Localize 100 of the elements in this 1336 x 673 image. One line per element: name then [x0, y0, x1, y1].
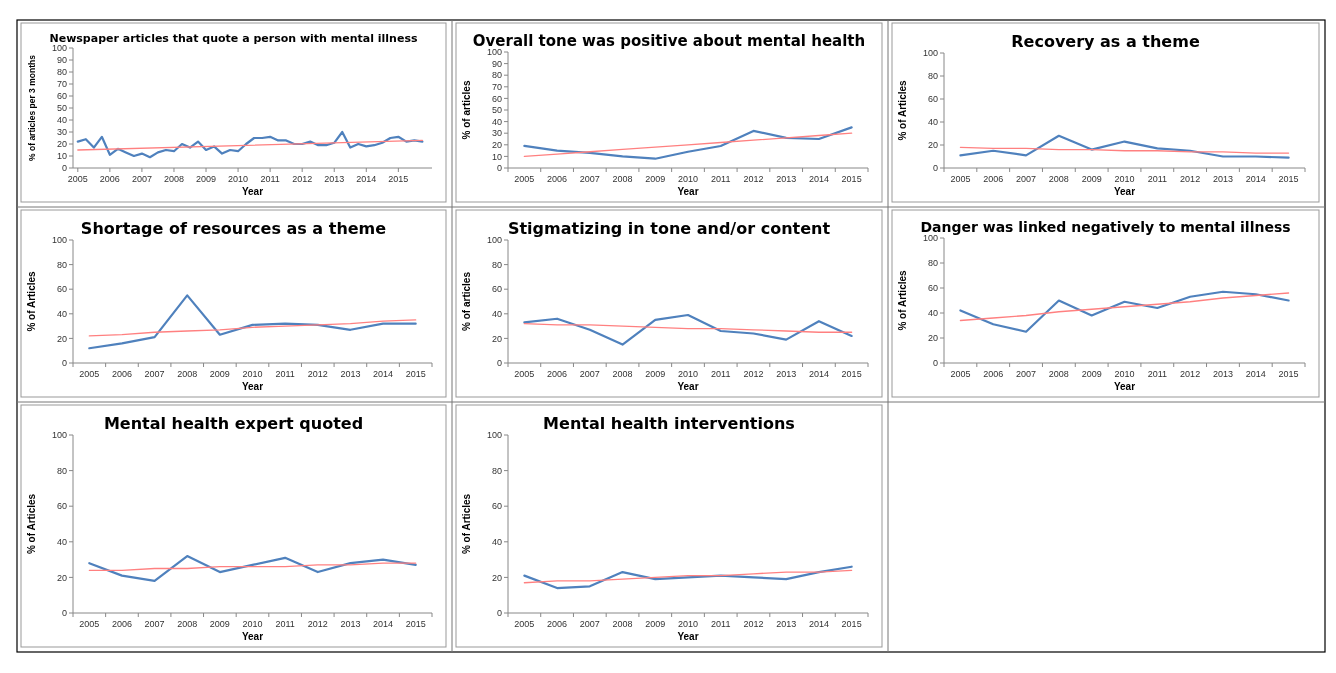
- y-axis-title: % of Articles: [26, 493, 37, 555]
- line-series: [88, 554, 417, 583]
- x-tick-label: 2010: [228, 174, 249, 184]
- y-tick-label: 40: [491, 536, 502, 547]
- x-tick-label: 2013: [324, 174, 345, 184]
- y-tick-label: 100: [51, 430, 67, 441]
- x-tick-label: 2013: [340, 369, 361, 379]
- x-tick-label: 2014: [808, 369, 829, 379]
- y-tick-label: 60: [56, 284, 67, 295]
- x-tick-label: 2013: [776, 619, 797, 629]
- x-tick-label: 2012: [1180, 174, 1201, 184]
- x-tick-label: 2006: [547, 174, 568, 184]
- line-series: [523, 565, 853, 590]
- y-tick-label: 80: [56, 259, 67, 270]
- y-tick-label: 30: [56, 127, 67, 138]
- y-tick-label: 10: [491, 151, 502, 162]
- x-axis-title: Year: [677, 381, 699, 392]
- y-tick-label: 60: [56, 91, 67, 102]
- x-tick-label: 2009: [196, 174, 217, 184]
- x-tick-label: 2008: [1048, 369, 1069, 379]
- y-tick-label: 40: [491, 308, 502, 319]
- x-tick-label: 2011: [275, 619, 295, 629]
- x-tick-label: 2015: [388, 174, 409, 184]
- y-tick-label: 80: [56, 67, 67, 78]
- x-tick-label: 2010: [677, 619, 699, 629]
- y-axis-title: % of articles per 3 months: [27, 54, 37, 161]
- x-tick-label: 2008: [177, 369, 198, 379]
- y-tick-label: 0: [61, 163, 67, 174]
- y-tick-label: 100: [922, 233, 938, 244]
- chart-title: Shortage of resources as a theme: [80, 219, 387, 238]
- y-tick-label: 80: [56, 465, 67, 476]
- y-tick-label: 60: [927, 283, 938, 294]
- chart-title: Stigmatizing in tone and/or content: [507, 219, 831, 238]
- x-tick-label: 2006: [547, 619, 568, 629]
- y-tick-label: 70: [491, 81, 502, 92]
- y-tick-label: 90: [56, 55, 67, 66]
- line-series: [523, 322, 853, 333]
- x-tick-label: 2011: [275, 369, 295, 379]
- x-tick-label: 2007: [131, 174, 152, 184]
- x-tick-label: 2005: [79, 619, 100, 629]
- x-tick-label: 2015: [405, 619, 426, 629]
- x-tick-label: 2009: [645, 369, 666, 379]
- y-tick-label: 80: [927, 71, 938, 82]
- x-tick-label: 2013: [1212, 174, 1233, 184]
- x-tick-label: 2010: [1114, 369, 1135, 379]
- y-tick-label: 50: [491, 105, 502, 116]
- y-axis-title: % of articles: [461, 80, 472, 140]
- y-tick-label: 40: [491, 116, 502, 127]
- x-tick-label: 2015: [841, 174, 862, 184]
- x-tick-label: 2008: [163, 174, 184, 184]
- y-tick-label: 100: [486, 235, 502, 246]
- y-tick-label: 100: [51, 43, 67, 54]
- x-axis-title: Year: [241, 631, 264, 642]
- x-tick-label: 2011: [1147, 174, 1167, 184]
- x-tick-label: 2013: [1212, 369, 1233, 379]
- x-tick-label: 2015: [841, 369, 862, 379]
- chart-title: Mental health expert quoted: [103, 414, 364, 433]
- x-tick-label: 2014: [808, 174, 829, 184]
- x-tick-label: 2006: [111, 619, 132, 629]
- x-tick-label: 2006: [99, 174, 120, 184]
- x-axis-title: Year: [1113, 186, 1136, 197]
- y-axis-title: % of Articles: [26, 270, 37, 332]
- y-tick-label: 0: [932, 163, 938, 174]
- y-tick-label: 20: [491, 572, 502, 583]
- x-tick-label: 2005: [514, 619, 535, 629]
- y-tick-label: 50: [56, 103, 67, 114]
- y-tick-label: 70: [56, 79, 67, 90]
- x-tick-label: 2005: [67, 174, 88, 184]
- y-axis-title: % of articles: [461, 271, 472, 331]
- x-tick-label: 2009: [645, 174, 666, 184]
- x-tick-label: 2014: [356, 174, 377, 184]
- x-tick-label: 2007: [1016, 369, 1037, 379]
- y-tick-label: 100: [486, 47, 502, 58]
- x-tick-label: 2012: [743, 619, 764, 629]
- x-tick-label: 2012: [307, 369, 328, 379]
- x-tick-label: 2012: [743, 369, 764, 379]
- x-tick-label: 2010: [677, 174, 699, 184]
- y-tick-label: 40: [56, 536, 67, 547]
- x-tick-label: 2014: [1245, 369, 1266, 379]
- y-tick-label: 40: [56, 308, 67, 319]
- y-tick-label: 60: [491, 93, 502, 104]
- y-tick-label: 20: [491, 139, 502, 150]
- x-tick-label: 2013: [340, 619, 361, 629]
- x-tick-label: 2005: [514, 369, 535, 379]
- x-tick-label: 2011: [1147, 369, 1167, 379]
- x-tick-label: 2008: [612, 174, 633, 184]
- y-tick-label: 0: [61, 358, 67, 369]
- chart-title: Newspaper articles that quote a person with mental illness: [49, 32, 418, 45]
- line-series: [88, 294, 417, 350]
- y-tick-label: 100: [51, 235, 67, 246]
- y-tick-label: 60: [56, 501, 67, 512]
- x-tick-label: 2015: [1278, 174, 1299, 184]
- x-tick-label: 2009: [209, 369, 230, 379]
- y-tick-label: 20: [56, 333, 67, 344]
- y-tick-label: 40: [927, 117, 938, 128]
- x-tick-label: 2005: [514, 174, 535, 184]
- x-tick-label: 2007: [579, 369, 600, 379]
- x-tick-label: 2013: [776, 369, 797, 379]
- chart-title: Overall tone was positive about mental health: [472, 32, 866, 50]
- x-tick-label: 2005: [79, 369, 100, 379]
